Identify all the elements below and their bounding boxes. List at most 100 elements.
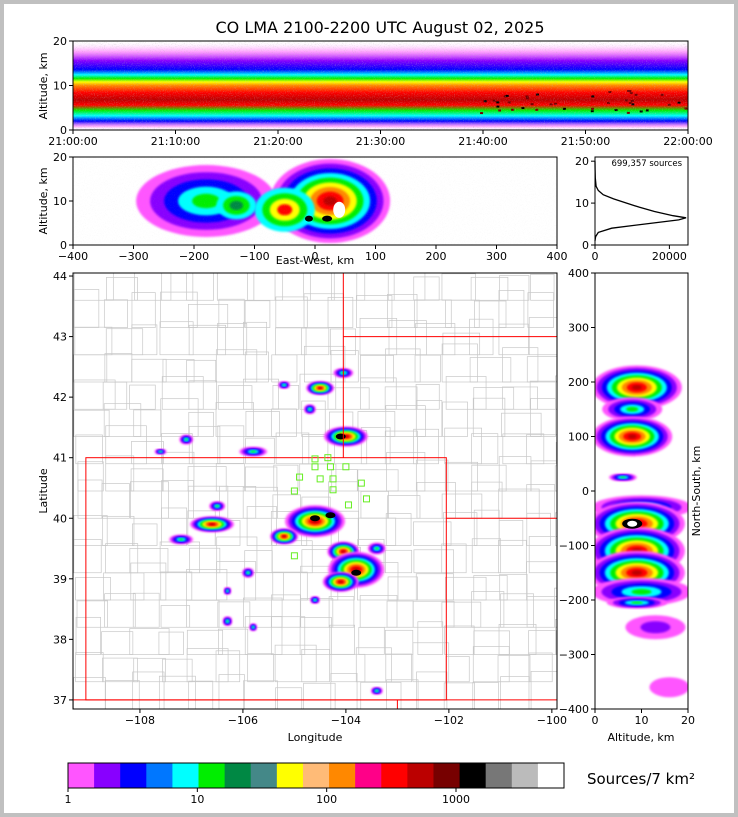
county-boundary — [162, 263, 193, 300]
county-boundary — [161, 572, 192, 600]
county-boundary — [499, 324, 528, 355]
county-boundary — [276, 297, 307, 328]
northsouth-ytick-label: 0 — [582, 485, 589, 498]
county-boundary — [528, 293, 554, 328]
eastwest-ytick-label: 10 — [53, 195, 67, 208]
colorbar-cell — [251, 763, 278, 788]
northsouth-cluster — [626, 407, 638, 412]
storm-cell — [185, 439, 188, 441]
eastwest-ytick-label: 20 — [53, 151, 67, 164]
county-boundary — [503, 348, 538, 382]
county-boundaries — [74, 261, 600, 709]
county-boundary — [414, 550, 454, 573]
county-boundary — [275, 273, 310, 301]
northsouth-xtick-label: 10 — [635, 714, 649, 727]
county-boundary — [187, 649, 228, 682]
plan-view-density — [155, 368, 386, 695]
county-boundary — [304, 272, 335, 300]
eastwest-ytick-label: 0 — [60, 239, 67, 252]
northsouth-ytick-label: 200 — [568, 376, 589, 389]
county-boundary — [442, 494, 482, 518]
colorbar-cell — [512, 763, 539, 788]
county-boundary — [189, 412, 214, 436]
county-boundary — [186, 569, 226, 600]
lma-station — [358, 480, 364, 486]
colorbar: 1 10 100 1000 Sources/7 km² — [65, 763, 696, 806]
colorbar-cell — [433, 763, 460, 788]
county-boundary — [499, 489, 539, 518]
county-boundary — [386, 680, 418, 709]
county-boundary — [272, 409, 297, 437]
histogram-ytick-label: 0 — [582, 239, 589, 252]
county-boundary — [501, 413, 541, 436]
county-boundary — [275, 645, 316, 682]
county-boundary — [359, 627, 385, 654]
county-boundary — [217, 537, 257, 573]
altitude-time-ytick-label: 0 — [60, 124, 67, 137]
county-boundary — [74, 289, 99, 327]
county-boundary — [74, 515, 107, 545]
county-boundary — [218, 386, 252, 410]
county-boundary — [74, 355, 107, 382]
county-boundary — [248, 654, 274, 682]
colorbar-cell — [94, 763, 121, 788]
county-boundary — [186, 600, 219, 627]
histogram-ytick-label: 10 — [575, 197, 589, 210]
county-boundary — [473, 398, 505, 436]
northsouth-cluster — [632, 385, 642, 390]
plan-view-ytick-label: 41 — [53, 452, 67, 465]
county-boundary — [187, 360, 216, 382]
colorado-border — [86, 458, 446, 700]
county-boundary — [413, 601, 454, 627]
county-boundary — [385, 630, 413, 654]
county-boundary — [74, 678, 106, 709]
county-boundary — [445, 462, 477, 491]
county-boundary — [106, 544, 138, 573]
colorbar-cells — [68, 763, 565, 788]
storm-cell — [227, 590, 229, 592]
plan-view-xlabel: Longitude — [288, 731, 343, 744]
county-boundary — [74, 539, 101, 572]
colorbar-tick-label: 1 — [65, 793, 72, 806]
altitude-time-xtick-label: 21:30:00 — [356, 135, 405, 148]
eastwest-xtick-label: −300 — [118, 250, 148, 263]
county-boundary — [499, 290, 524, 327]
county-boundary — [418, 622, 443, 655]
county-boundary — [74, 271, 113, 301]
source-count-annotation: 699,357 sources — [611, 159, 682, 169]
colorbar-cell — [303, 763, 330, 788]
county-boundary — [102, 658, 137, 682]
county-boundary — [472, 465, 506, 491]
county-boundary — [186, 272, 213, 300]
northsouth-cluster — [628, 434, 637, 438]
colorbar-cell — [277, 763, 304, 788]
county-boundary — [189, 681, 213, 709]
northsouth-peak — [627, 521, 637, 527]
county-boundary — [531, 461, 567, 491]
plan-view-ytick-label: 39 — [53, 573, 67, 586]
county-boundary — [330, 625, 355, 654]
county-boundary — [162, 377, 203, 410]
lma-station — [345, 502, 351, 508]
northsouth-ytick-label: 100 — [568, 431, 589, 444]
eastwest-xtick-label: −100 — [239, 250, 269, 263]
county-boundary — [76, 435, 103, 464]
altitude-histogram-panel: 0 2000001020 699,357 sources — [575, 155, 688, 263]
county-boundary — [445, 577, 486, 600]
county-boundary — [219, 675, 244, 709]
county-boundary — [273, 385, 299, 409]
colorbar-cell — [225, 763, 252, 788]
county-boundary — [389, 321, 426, 355]
lma-station — [312, 456, 318, 462]
county-boundary — [416, 574, 453, 600]
altitude-time-ytick-label: 20 — [53, 35, 67, 48]
storm-core — [351, 570, 361, 576]
eastwest-xtick-label: −200 — [179, 250, 209, 263]
county-boundary — [502, 387, 537, 409]
altitude-eastwest-ylabel: Altitude, km — [37, 167, 50, 234]
county-boundary — [388, 577, 417, 600]
county-boundary — [132, 325, 157, 355]
county-boundary — [358, 518, 396, 545]
colorbar-cell — [381, 763, 408, 788]
county-boundary — [102, 484, 129, 519]
